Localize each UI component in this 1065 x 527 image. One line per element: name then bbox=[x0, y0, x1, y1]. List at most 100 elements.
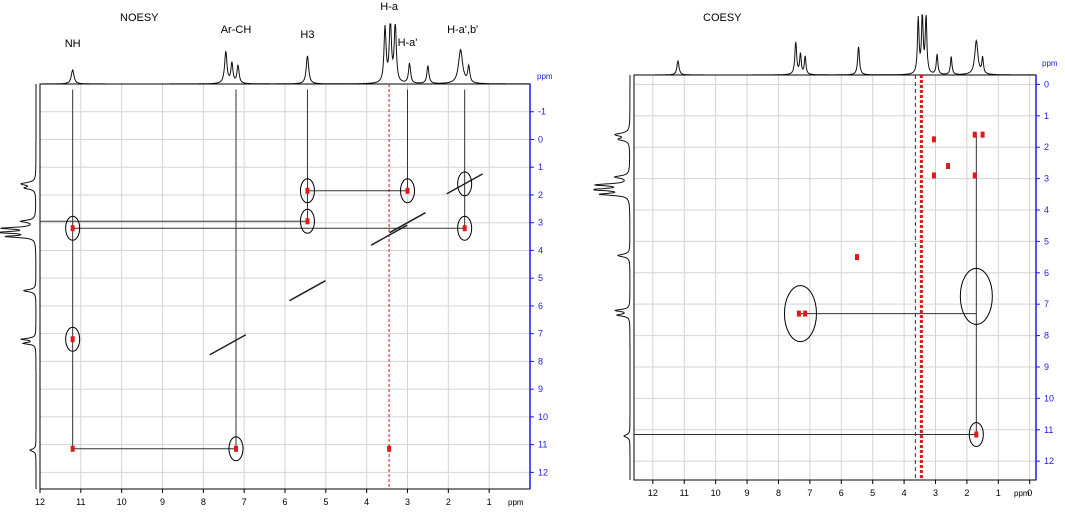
noesy-y-tick-label: 12 bbox=[538, 467, 548, 477]
noesy-peak-circle bbox=[65, 326, 81, 352]
noesy-cross-peak bbox=[305, 218, 310, 225]
noesy-y-tick-label: 2 bbox=[538, 190, 543, 200]
coesy-x-tick-label: 7 bbox=[807, 488, 812, 498]
coesy-x-axis: 12 11 10 9 8 7 6 5 4 3 2 1 0 bbox=[648, 480, 1032, 498]
noesy-y-tick-label: 7 bbox=[538, 329, 543, 339]
coesy-top-spectrum-trace bbox=[634, 14, 1036, 76]
coesy-cross-peak bbox=[796, 310, 801, 317]
noesy-x-unit: ppm bbox=[508, 498, 524, 507]
coesy-y-tick-label: 11 bbox=[1044, 425, 1053, 435]
noesy-diagonal-peak bbox=[289, 280, 326, 302]
coesy-y-tick-label: 9 bbox=[1044, 362, 1049, 372]
noesy-y-tick-label: 9 bbox=[538, 384, 543, 394]
noesy-x-tick-label: 8 bbox=[201, 497, 206, 507]
noesy-y-tick-label: 5 bbox=[538, 273, 543, 283]
noesy-y-tick-label: 0 bbox=[538, 134, 543, 144]
coesy-peak-circle bbox=[959, 267, 993, 325]
noesy-peak-labels: NH Ar-CH H3 H-a H-a' H-a',b' bbox=[65, 1, 478, 50]
coesy-x-tick-label: 1 bbox=[996, 488, 1001, 498]
noesy-x-tick-label: 5 bbox=[323, 497, 328, 507]
noesy-x-tick-label: 1 bbox=[487, 497, 492, 507]
coesy-x-tick-label: 12 bbox=[648, 488, 658, 498]
noesy-diagonal-peak bbox=[446, 173, 484, 195]
coesy-x-tick-label: 8 bbox=[776, 488, 781, 498]
coesy-x-tick-label: 9 bbox=[745, 488, 750, 498]
noesy-cross-peaks bbox=[65, 171, 484, 462]
noesy-y-tick-label: 4 bbox=[538, 245, 543, 255]
noesy-peak-label: H-a' bbox=[398, 37, 418, 49]
noesy-peak-circle bbox=[65, 215, 81, 241]
coesy-connector-lines bbox=[634, 75, 977, 480]
coesy-cross-peak bbox=[803, 310, 808, 317]
noesy-left-1d-spectrum bbox=[0, 84, 37, 489]
noesy-y-tick-label: 8 bbox=[538, 356, 543, 366]
noesy-cross-peak bbox=[234, 445, 238, 452]
noesy-cross-peak bbox=[462, 225, 467, 232]
coesy-left-1d-spectrum bbox=[593, 75, 631, 480]
noesy-cross-peak bbox=[305, 187, 310, 194]
noesy-title: NOESY bbox=[120, 12, 159, 24]
coesy-x-unit: ppm bbox=[1014, 489, 1030, 498]
noesy-x-tick-label: 12 bbox=[35, 497, 45, 507]
coesy-panel: COESY 12 11 10 9 8 7 6 5 4 3 2 1 0 0123456789101112 … bbox=[593, 12, 1058, 498]
noesy-y-tick-label: 3 bbox=[538, 218, 543, 228]
coesy-x-tick-label: 4 bbox=[902, 488, 907, 498]
coesy-y-tick-label: 6 bbox=[1044, 268, 1049, 278]
coesy-y-tick-label: 4 bbox=[1044, 205, 1049, 215]
coesy-x-tick-label: 6 bbox=[839, 488, 844, 498]
noesy-peak-circle bbox=[400, 178, 415, 204]
coesy-y-tick-label: 10 bbox=[1044, 393, 1054, 403]
noesy-x-tick-label: 4 bbox=[364, 497, 369, 507]
noesy-cross-peak bbox=[70, 225, 75, 232]
coesy-cross-peak bbox=[972, 131, 977, 138]
noesy-grid bbox=[39, 84, 530, 489]
coesy-y-tick-label: 0 bbox=[1044, 79, 1049, 89]
noesy-peak-circle bbox=[299, 178, 315, 204]
coesy-y-tick-label: 3 bbox=[1044, 174, 1049, 184]
noesy-x-tick-label: 9 bbox=[160, 497, 165, 507]
noesy-connector-lines bbox=[40, 84, 466, 489]
coesy-x-tick-label: 11 bbox=[680, 488, 689, 498]
coesy-y-tick-label: 5 bbox=[1044, 236, 1049, 246]
noesy-y-tick-label: 11 bbox=[538, 440, 547, 450]
noesy-y-tick-label: 1 bbox=[538, 162, 543, 172]
coesy-cross-peaks bbox=[783, 131, 993, 447]
noesy-peak-circle bbox=[457, 171, 473, 197]
noesy-y-tick-label: -1 bbox=[538, 107, 546, 117]
coesy-y-tick-label: 12 bbox=[1044, 456, 1054, 466]
noesy-diagonal-peak bbox=[389, 212, 426, 234]
noesy-peak-label: Ar-CH bbox=[221, 24, 252, 36]
coesy-cross-peak bbox=[972, 172, 977, 179]
noesy-x-axis: 12 11 10 9 8 7 6 5 4 3 2 1 bbox=[35, 489, 492, 507]
coesy-cross-peak bbox=[946, 163, 951, 170]
noesy-x-tick-label: 7 bbox=[242, 497, 247, 507]
noesy-x-tick-label: 11 bbox=[76, 497, 85, 507]
coesy-x-tick-label: 2 bbox=[964, 488, 969, 498]
coesy-top-1d-spectrum bbox=[634, 14, 1036, 76]
coesy-y-tick-label: 7 bbox=[1044, 299, 1049, 309]
noesy-y-tick-label: 6 bbox=[538, 301, 543, 311]
coesy-cross-peak bbox=[980, 131, 985, 138]
noesy-x-tick-label: 6 bbox=[282, 497, 287, 507]
noesy-x-tick-label: 10 bbox=[117, 497, 127, 507]
noesy-x-tick-label: 3 bbox=[405, 497, 410, 507]
noesy-peak-label: H-a bbox=[380, 1, 399, 13]
noesy-diagonal-peak bbox=[209, 334, 247, 356]
coesy-cross-peak bbox=[931, 172, 936, 179]
noesy-peak-circle bbox=[457, 215, 473, 241]
noesy-cross-peak bbox=[387, 445, 392, 452]
noesy-x-tick-label: 2 bbox=[446, 497, 451, 507]
coesy-x-tick-label: 10 bbox=[711, 488, 721, 498]
coesy-x-tick-label: 0 bbox=[1027, 488, 1032, 498]
noesy-peak-circle bbox=[299, 208, 315, 234]
coesy-y-tick-label: 1 bbox=[1044, 111, 1049, 121]
coesy-title: COESY bbox=[703, 12, 742, 24]
noesy-peak-label: H3 bbox=[300, 29, 314, 41]
coesy-grid bbox=[634, 75, 1036, 480]
noesy-peak-circle bbox=[228, 436, 244, 462]
coesy-cross-peak bbox=[974, 431, 979, 438]
